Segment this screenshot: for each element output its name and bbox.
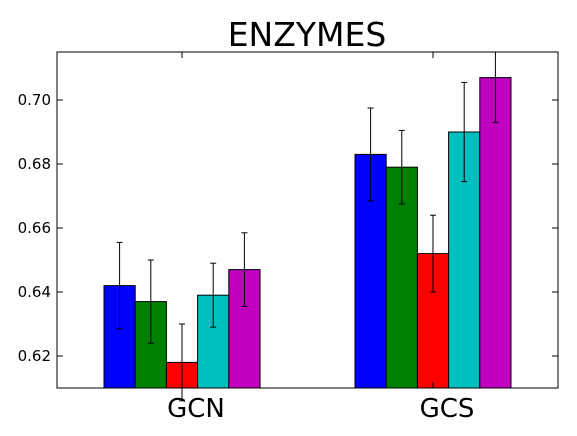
chart-title: ENZYMES: [228, 15, 387, 54]
bar-gcs-series-5: [479, 77, 512, 389]
error-bar-gcn-series-2: [147, 259, 154, 344]
x-tick-label-gcn: GCN: [167, 394, 225, 424]
error-bar-gcs-series-1: [367, 107, 374, 202]
plot-frame: [56, 51, 559, 389]
y-tick-label: 0.70: [18, 91, 51, 109]
error-bar-gcn-series-4: [210, 262, 217, 328]
error-bar-gcn-series-5: [241, 232, 248, 307]
error-bar-gcn-series-1: [116, 241, 123, 330]
error-bar-gcs-series-3: [430, 214, 436, 293]
y-tick-label: 0.64: [18, 283, 51, 301]
y-tick-label: 0.68: [18, 155, 51, 173]
error-bar-gcs-series-5: [492, 52, 499, 123]
y-tick-label: 0.66: [18, 219, 51, 237]
error-bar-gcs-series-4: [461, 81, 468, 183]
error-bar-gcs-series-2: [398, 129, 405, 205]
y-tick-label: 0.62: [18, 347, 51, 365]
bars-layer: [103, 77, 512, 389]
y-axis: 0.62 0.64 0.66 0.68 0.70: [18, 91, 558, 365]
x-axis: GCN GCS: [167, 52, 474, 424]
x-tick-label-gcs: GCS: [420, 394, 475, 424]
